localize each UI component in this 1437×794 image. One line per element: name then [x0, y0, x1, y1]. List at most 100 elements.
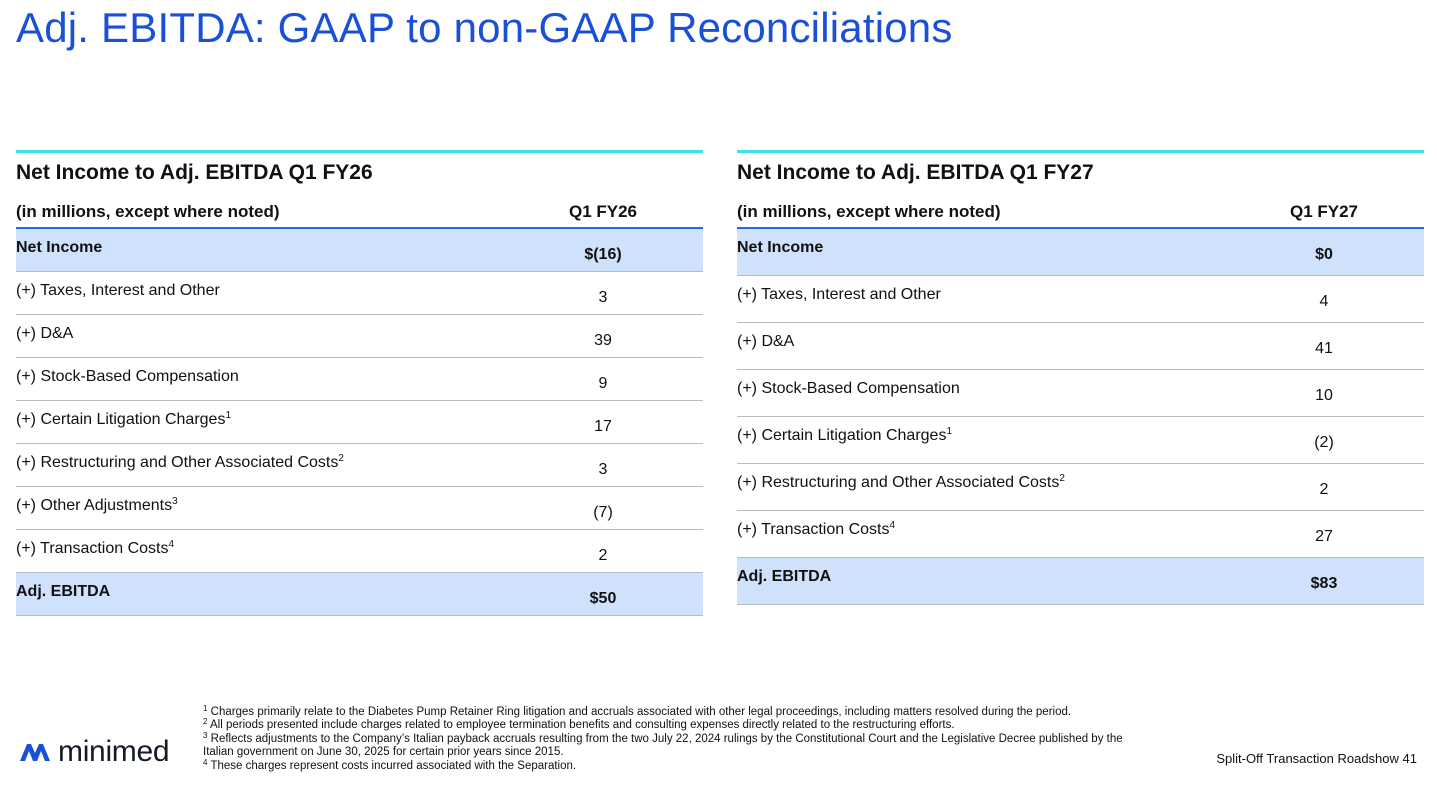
row-value: (2)	[1314, 434, 1334, 451]
row-label-text: Adj. EBITDA	[737, 568, 832, 585]
footnote-number: 3	[203, 730, 208, 740]
row-label: Net Income	[16, 229, 102, 271]
header-label: (in millions, except where noted)	[737, 202, 1001, 221]
row-label-text: (+) Stock-Based Compensation	[16, 368, 239, 385]
row-label: Adj. EBITDA	[737, 558, 831, 604]
row-value: $(16)	[584, 246, 622, 263]
company-logo: minimed	[18, 735, 170, 769]
table-row: (+) Certain Litigation Charges1 (2)	[737, 417, 1424, 464]
footnote: 1 Charges primarily relate to the Diabet…	[203, 704, 1148, 719]
row-value: 2	[1319, 481, 1329, 498]
row-label: (+) Restructuring and Other Associated C…	[737, 464, 1065, 510]
row-value: $83	[1310, 575, 1338, 592]
row-label-text: (+) Stock-Based Compensation	[737, 380, 960, 397]
footnote-number: 2	[203, 717, 208, 727]
row-label-text: Adj. EBITDA	[16, 583, 111, 600]
row-value: 9	[598, 375, 608, 392]
footnotes: 1 Charges primarily relate to the Diabet…	[203, 704, 1148, 773]
row-value: 2	[598, 547, 608, 564]
footnote-text: All periods presented include charges re…	[210, 719, 955, 732]
row-label: (+) Transaction Costs4	[16, 530, 174, 572]
row-label-text: (+) Certain Litigation Charges	[737, 427, 947, 444]
row-value: 41	[1315, 340, 1333, 357]
row-value: (7)	[593, 504, 613, 521]
row-label-text: Net Income	[16, 239, 103, 256]
table-row: (+) Other Adjustments3 (7)	[16, 487, 703, 530]
footnote-ref: 4	[889, 520, 896, 531]
page-number: 41	[1402, 751, 1417, 766]
row-label-text: (+) Transaction Costs	[16, 540, 169, 557]
footnote-text: Reflects adjustments to the Company’s It…	[203, 732, 1123, 759]
row-label-text: (+) Other Adjustments	[16, 497, 173, 514]
row-label-text: (+) Certain Litigation Charges	[16, 411, 226, 428]
table-row: (+) Transaction Costs4 27	[737, 511, 1424, 558]
reconciliation-panel-fy27: Net Income to Adj. EBITDA Q1 FY27 (in mi…	[737, 150, 1424, 605]
table-row: Adj. EBITDA $50	[16, 573, 703, 616]
table-row: Adj. EBITDA $83	[737, 558, 1424, 605]
row-label: (+) D&A	[16, 315, 73, 357]
table-header: (in millions, except where noted) Q1 FY2…	[737, 188, 1424, 229]
table-row: (+) Certain Litigation Charges1 17	[16, 401, 703, 444]
row-value: 3	[598, 461, 608, 478]
row-label: (+) Stock-Based Compensation	[16, 358, 239, 400]
row-label: (+) Transaction Costs4	[737, 511, 895, 557]
row-label-text: (+) D&A	[737, 333, 795, 350]
row-value: 17	[594, 418, 612, 435]
accent-rule	[737, 150, 1424, 153]
reconciliation-panel-fy26: Net Income to Adj. EBITDA Q1 FY26 (in mi…	[16, 150, 703, 616]
footnote: 2 All periods presented include charges …	[203, 717, 1148, 732]
table-row: (+) D&A 39	[16, 315, 703, 358]
row-value: $0	[1315, 246, 1333, 263]
row-label: (+) Stock-Based Compensation	[737, 370, 960, 416]
footer: Split-Off Transaction Roadshow 41	[1216, 751, 1417, 766]
table-row: (+) D&A 41	[737, 323, 1424, 370]
table-body: Net Income $0 (+) Taxes, Interest and Othe…	[737, 229, 1424, 605]
row-label: (+) Taxes, Interest and Other	[737, 276, 941, 322]
footnote: 3 Reflects adjustments to the Company’s …	[203, 730, 1148, 760]
logo-wordmark: minimed	[58, 735, 170, 768]
row-label: (+) D&A	[737, 323, 794, 369]
table-row: (+) Transaction Costs4 2	[16, 530, 703, 573]
row-label-text: (+) Transaction Costs	[737, 521, 890, 538]
footnote-ref: 4	[168, 539, 175, 550]
header-period: Q1 FY27	[1289, 202, 1359, 221]
table-row: (+) Stock-Based Compensation 9	[16, 358, 703, 401]
row-label: Net Income	[737, 229, 823, 275]
row-label-text: (+) Taxes, Interest and Other	[16, 282, 220, 299]
row-label-text: (+) Taxes, Interest and Other	[737, 286, 941, 303]
footnote-ref: 2	[338, 453, 344, 464]
footnote-number: 4	[203, 757, 208, 767]
row-label-text: (+) Restructuring and Other Associated C…	[737, 474, 1060, 491]
row-value: 3	[598, 289, 608, 306]
table-row: Net Income $0	[737, 229, 1424, 276]
table-row: (+) Restructuring and Other Associated C…	[737, 464, 1424, 511]
table-row: (+) Restructuring and Other Associated C…	[16, 444, 703, 487]
row-label: (+) Restructuring and Other Associated C…	[16, 444, 344, 486]
minimed-logo-icon	[20, 744, 50, 761]
page-title: Adj. EBITDA: GAAP to non-GAAP Reconcilia…	[16, 4, 953, 51]
table-body: Net Income $(16) (+) Taxes, Interest and O…	[16, 229, 703, 616]
row-value: 4	[1319, 293, 1329, 310]
table-row: Net Income $(16)	[16, 229, 703, 272]
row-label: Adj. EBITDA	[16, 573, 110, 615]
accent-rule	[16, 150, 703, 153]
row-label-text: (+) D&A	[16, 325, 74, 342]
header-period: Q1 FY26	[568, 202, 638, 221]
row-label: (+) Taxes, Interest and Other	[16, 272, 220, 314]
footnote-ref: 1	[946, 426, 952, 437]
table-row: (+) Stock-Based Compensation 10	[737, 370, 1424, 417]
row-label: (+) Other Adjustments3	[16, 487, 178, 529]
panel-title: Net Income to Adj. EBITDA Q1 FY26	[16, 161, 373, 184]
footnote-number: 1	[203, 704, 208, 713]
footnote-ref: 1	[225, 410, 231, 421]
row-value: 10	[1315, 387, 1333, 404]
row-value: 27	[1315, 528, 1333, 545]
table-header: (in millions, except where noted) Q1 FY2…	[16, 188, 703, 229]
table-row: (+) Taxes, Interest and Other 4	[737, 276, 1424, 323]
row-label-text: Net Income	[737, 239, 824, 256]
panel-title: Net Income to Adj. EBITDA Q1 FY27	[737, 161, 1094, 184]
footnote-text: Charges primarily relate to the Diabetes…	[210, 706, 1072, 718]
row-label: (+) Certain Litigation Charges1	[16, 401, 231, 443]
footnote-ref: 3	[172, 496, 178, 507]
header-label: (in millions, except where noted)	[16, 202, 280, 221]
